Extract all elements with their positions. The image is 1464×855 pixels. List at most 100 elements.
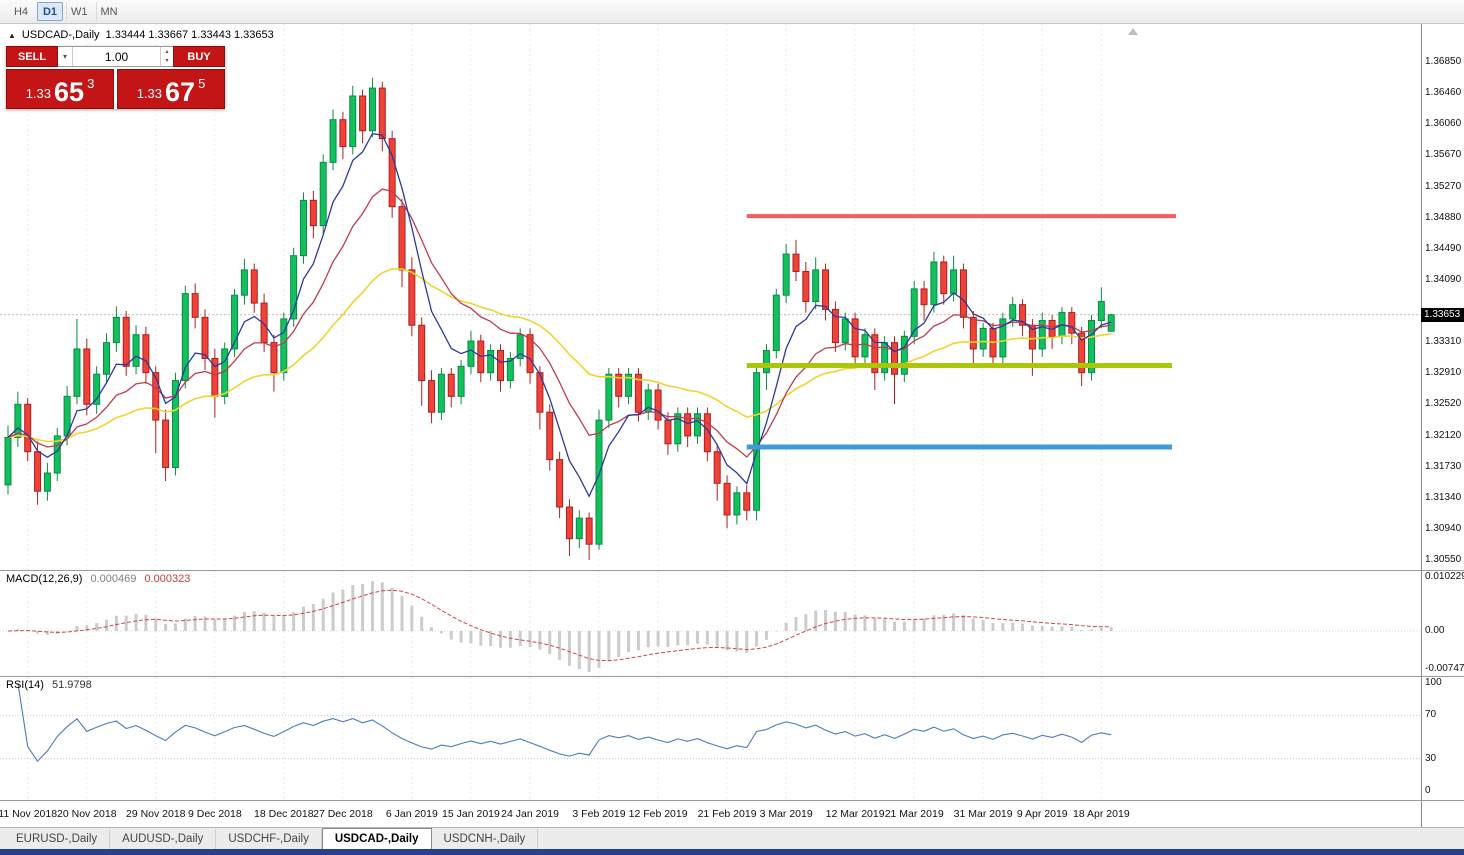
macd-panel: MACD(12,26,9) 0.000469 0.000323 0.010229… — [0, 570, 1464, 676]
timeframe-group: H4 D1 W1 MN — [8, 0, 123, 23]
sell-price-pips: 65 — [54, 77, 85, 107]
macd-axis-label: -0.007477 — [1425, 663, 1464, 674]
rsi-name: RSI(14) — [6, 679, 44, 691]
chart-tab-usdcaddaily[interactable]: USDCAD-,Daily — [321, 828, 432, 849]
sell-price-box[interactable]: 1.33 65 3 — [6, 69, 114, 109]
volume-field[interactable]: ▾ 1.00 ▴ ▾ — [58, 46, 173, 67]
price-axis-label: 1.31730 — [1425, 460, 1462, 472]
price-axis-label: 1.31340 — [1425, 491, 1462, 503]
buy-button[interactable]: BUY — [173, 46, 225, 67]
timeframe-toolbar: H4 D1 W1 MN — [0, 0, 1464, 24]
macd-main-value: 0.000469 — [90, 573, 137, 585]
date-axis-label: 18 Dec 2018 — [254, 808, 314, 820]
price-axis-label: 1.36060 — [1425, 118, 1462, 130]
macd-axis-label: 0.00 — [1425, 625, 1445, 637]
price-axis: 1.36850 1.36460 1.36060 1.35670 1.35270 1.348… — [1421, 24, 1464, 570]
macd-signal-value: 0.000323 — [144, 573, 191, 585]
price-axis-label: 1.30550 — [1425, 553, 1462, 565]
price-axis-label: 1.36850 — [1425, 56, 1462, 67]
volume-value[interactable]: 1.00 — [104, 49, 129, 64]
price-axis-label: 1.32120 — [1425, 429, 1462, 441]
macd-name: MACD(12,26,9) — [6, 573, 83, 585]
status-bar — [0, 849, 1464, 855]
macd-axis: 0.010229 0.00 -0.007477 — [1421, 571, 1464, 676]
rsi-axis-label: 0 — [1425, 785, 1431, 796]
volume-spinner[interactable]: ▴ ▾ — [160, 47, 173, 66]
date-axis: 11 Nov 2018 20 Nov 2018 29 Nov 2018 9 Dec 2… — [0, 800, 1464, 827]
current-price-badge: 1.33653 — [1421, 307, 1464, 322]
one-click-toggle-icon[interactable]: ▲ — [8, 30, 16, 40]
macd-signal-line — [7, 589, 1112, 662]
buy-price-pips: 67 — [165, 77, 196, 107]
price-axis-label: 1.32910 — [1425, 367, 1462, 379]
chart-tab-audusddaily[interactable]: AUDUSD-,Daily — [110, 829, 217, 849]
price-axis-label: 1.33310 — [1425, 335, 1462, 347]
rsi-line — [17, 682, 1112, 763]
date-axis-label: 11 Nov 2018 — [0, 808, 58, 820]
timeframe-mn-button[interactable]: MN — [95, 2, 123, 21]
axis-divider-line — [1421, 24, 1422, 827]
date-axis-label: 21 Mar 2019 — [884, 808, 944, 820]
chart-tab-usdchfdaily[interactable]: USDCHF-,Daily — [216, 829, 322, 849]
date-axis-label: 29 Nov 2018 — [125, 808, 186, 820]
date-axis-label: 12 Mar 2019 — [825, 808, 885, 820]
sell-price-fraction: 3 — [87, 76, 95, 91]
date-axis-label: 15 Jan 2019 — [442, 808, 500, 820]
date-axis-label: 12 Feb 2019 — [628, 808, 688, 820]
price-axis-label: 1.34880 — [1425, 211, 1462, 223]
macd-chart[interactable] — [0, 571, 1421, 676]
buy-price-box[interactable]: 1.33 67 5 — [117, 69, 225, 109]
rsi-label: RSI(14) 51.9798 — [6, 679, 97, 691]
sell-button[interactable]: SELL — [6, 46, 58, 67]
date-axis-label: 18 Apr 2019 — [1073, 808, 1130, 820]
rsi-value: 51.9798 — [51, 679, 92, 691]
timeframe-w1-button[interactable]: W1 — [66, 2, 93, 21]
ma-mid-line[interactable] — [7, 188, 1112, 458]
date-axis-label: 21 Feb 2019 — [697, 808, 757, 820]
one-click-trade-panel: SELL ▾ 1.00 ▴ ▾ BUY 1.33 65 3 — [6, 46, 225, 109]
symbol-title: USDCAD-,Daily — [21, 29, 100, 41]
rsi-chart[interactable] — [0, 677, 1421, 800]
chart-tabs-bar: EURUSD-,Daily AUDUSD-,Daily USDCHF-,Daily U… — [0, 827, 1464, 849]
buy-price-big-figure: 1.33 — [136, 86, 163, 101]
price-axis-label: 1.32520 — [1425, 398, 1462, 410]
volume-spinner-down-icon[interactable]: ▾ — [165, 58, 169, 65]
date-axis-label: 24 Jan 2019 — [501, 808, 559, 820]
date-axis-label: 27 Dec 2018 — [313, 808, 373, 820]
rsi-axis: 100 70 30 0 — [1421, 677, 1464, 800]
price-axis-label: 1.34090 — [1425, 274, 1462, 286]
chart-tab-usdcnhdaily[interactable]: USDCNH-,Daily — [432, 829, 539, 849]
date-axis-label: 6 Jan 2019 — [385, 808, 438, 820]
main-chart-panel: ▲ USDCAD-,Daily 1.33444 1.33667 1.33443 … — [0, 24, 1464, 570]
trade-panel-controls: SELL ▾ 1.00 ▴ ▾ BUY — [6, 46, 225, 67]
date-axis-label: 9 Apr 2019 — [1016, 808, 1068, 820]
timeframe-h4-button[interactable]: H4 — [8, 2, 34, 21]
chart-shift-marker[interactable] — [1128, 28, 1138, 35]
volume-dropdown-icon[interactable]: ▾ — [58, 47, 73, 66]
candlesticks — [4, 77, 1115, 560]
rsi-axis-label: 30 — [1425, 752, 1437, 764]
price-axis-label: 1.35270 — [1425, 180, 1462, 192]
rsi-axis-label: 100 — [1425, 677, 1442, 688]
date-axis-label: 9 Dec 2018 — [187, 808, 242, 820]
ma-fast-line[interactable] — [7, 132, 1112, 498]
macd-label: MACD(12,26,9) 0.000469 0.000323 — [6, 573, 195, 585]
date-axis-label: 3 Feb 2019 — [572, 808, 626, 820]
symbol-ohlc: 1.33444 1.33667 1.33443 1.33653 — [105, 29, 274, 41]
date-axis-label: 31 Mar 2019 — [953, 808, 1013, 820]
date-axis-label: 20 Nov 2018 — [57, 808, 117, 820]
price-axis-label: 1.35670 — [1425, 149, 1462, 161]
ma-slow-line[interactable] — [7, 268, 1112, 443]
chart-tab-eurusddaily[interactable]: EURUSD-,Daily — [4, 829, 111, 849]
date-axis-label: 3 Mar 2019 — [759, 808, 813, 820]
trade-panel-prices: 1.33 65 3 1.33 67 5 — [6, 69, 225, 109]
timeframe-d1-button[interactable]: D1 — [37, 2, 63, 21]
chart-symbol-line: ▲ USDCAD-,Daily 1.33444 1.33667 1.33443 … — [8, 29, 274, 41]
macd-axis-label: 0.010229 — [1425, 571, 1464, 582]
rsi-panel: RSI(14) 51.9798 100 70 30 0 — [0, 676, 1464, 800]
volume-spinner-up-icon[interactable]: ▴ — [165, 48, 169, 55]
price-axis-label: 1.30940 — [1425, 523, 1462, 535]
price-chart[interactable] — [0, 24, 1421, 570]
sell-price-big-figure: 1.33 — [25, 86, 52, 101]
